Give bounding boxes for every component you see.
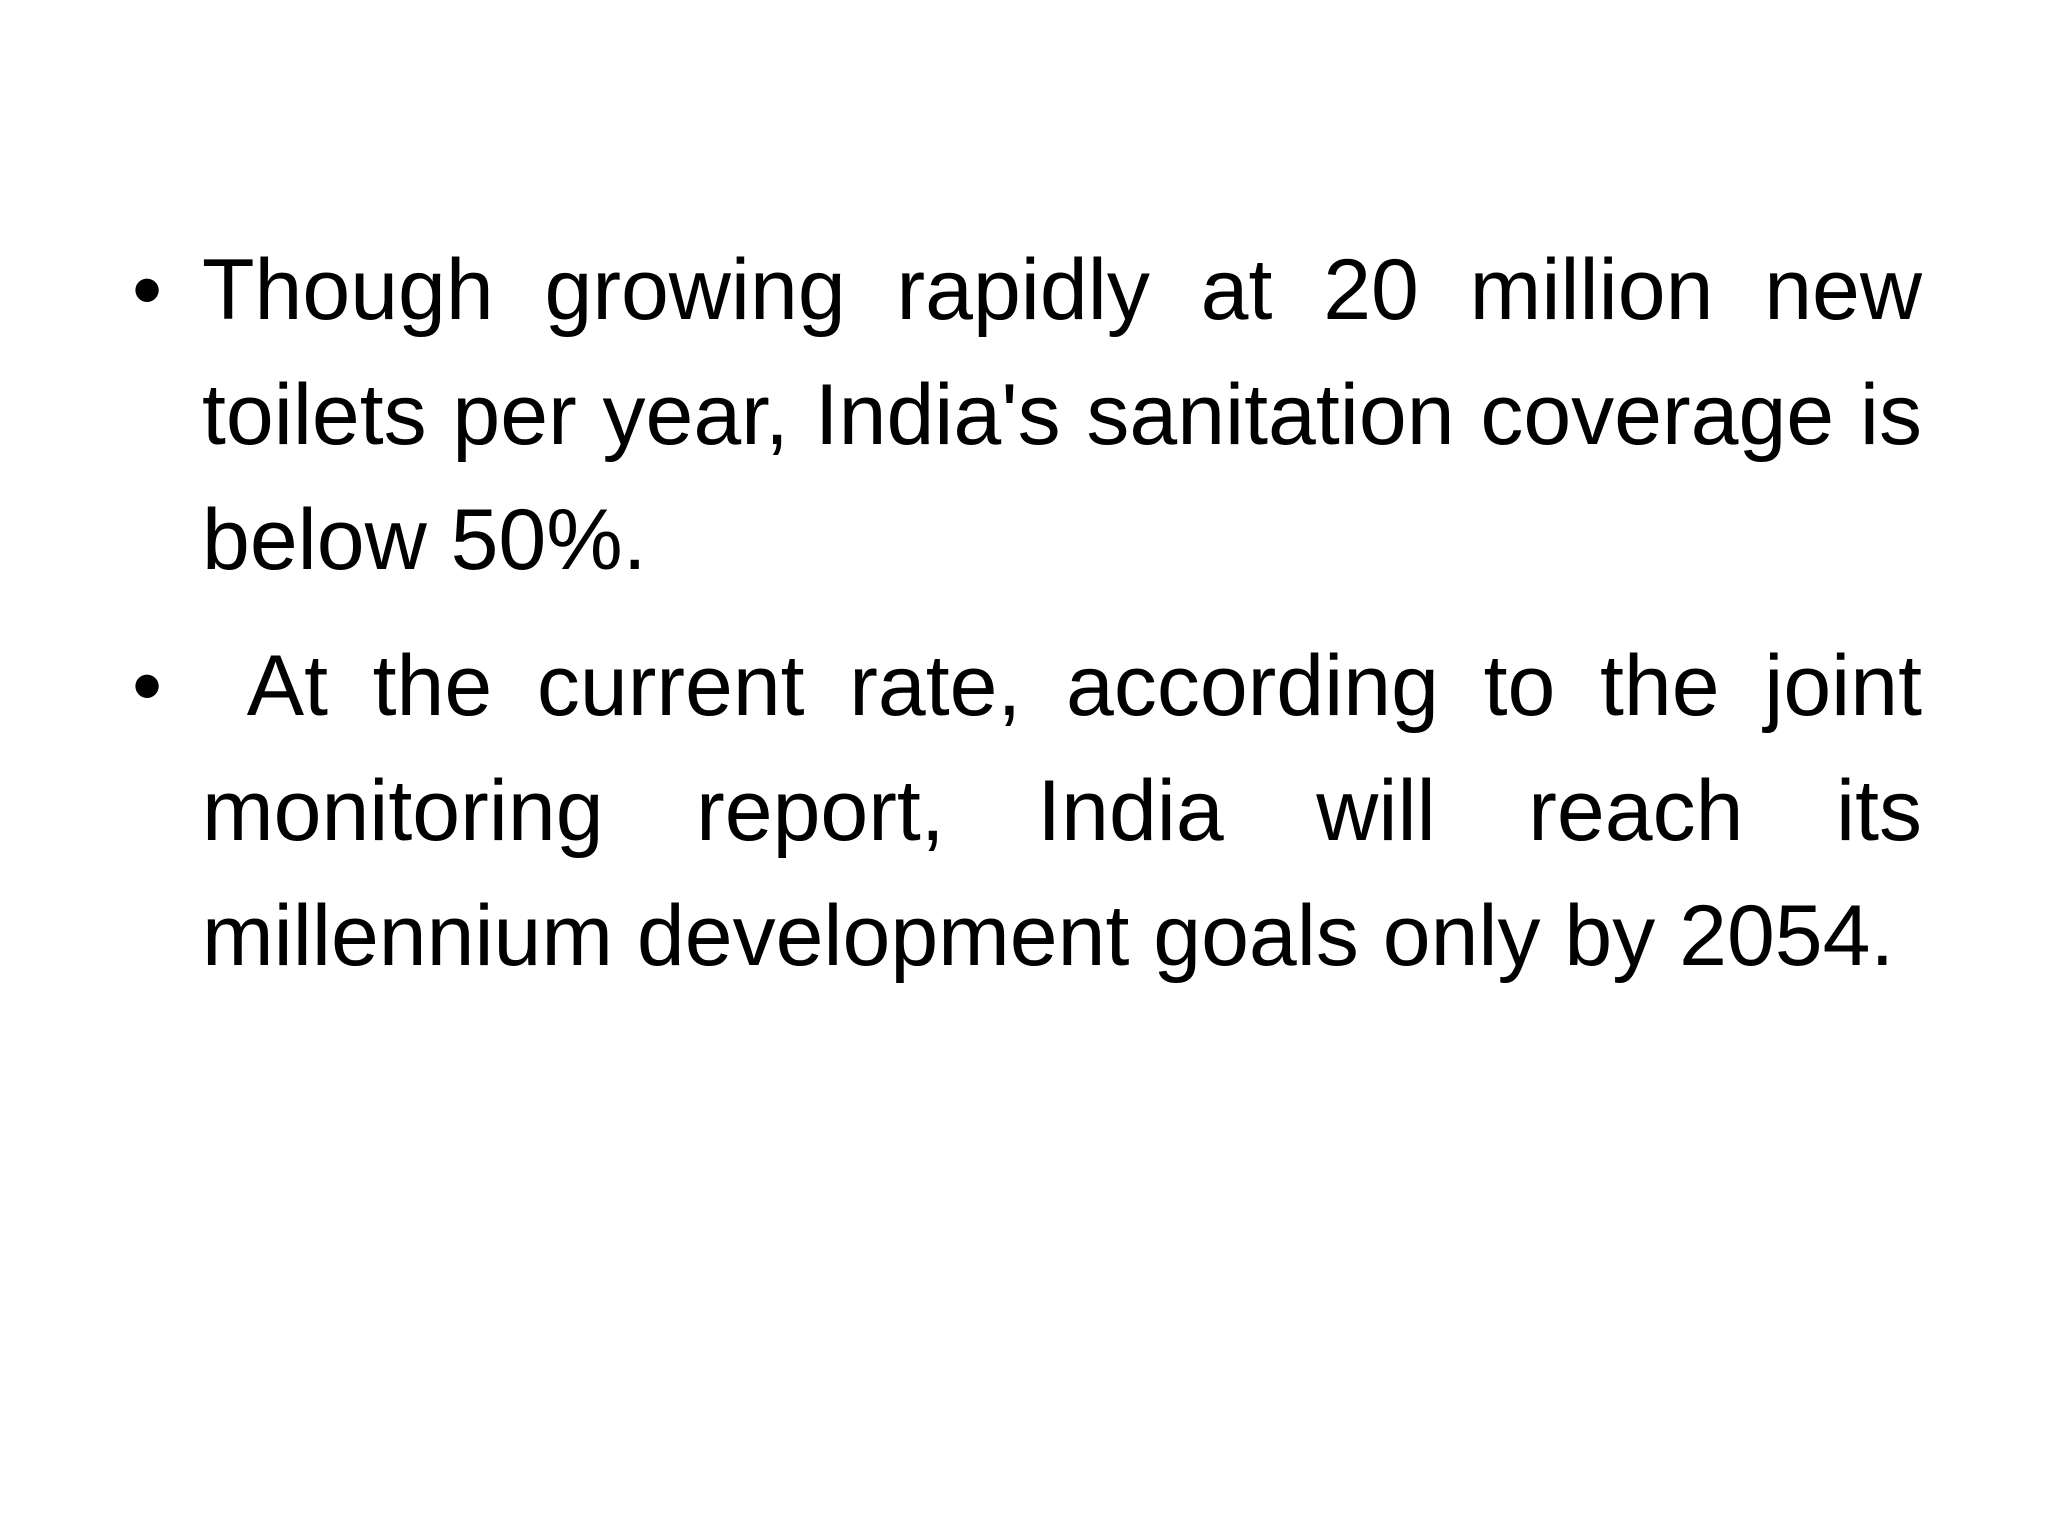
- bullet-text: Though growing rapidly at 20 million new…: [202, 242, 1946, 588]
- bullet-dot: •: [131, 638, 163, 734]
- bullet-item: • At the current rate, according to the …: [132, 624, 1922, 999]
- bullet-list: • Though growing rapidly at 20 million ne…: [0, 228, 1922, 1020]
- bullet-dot: •: [131, 242, 163, 338]
- bullet-text: At the current rate, according to the jo…: [202, 638, 1946, 984]
- bullet-item: • Though growing rapidly at 20 million ne…: [132, 228, 1922, 603]
